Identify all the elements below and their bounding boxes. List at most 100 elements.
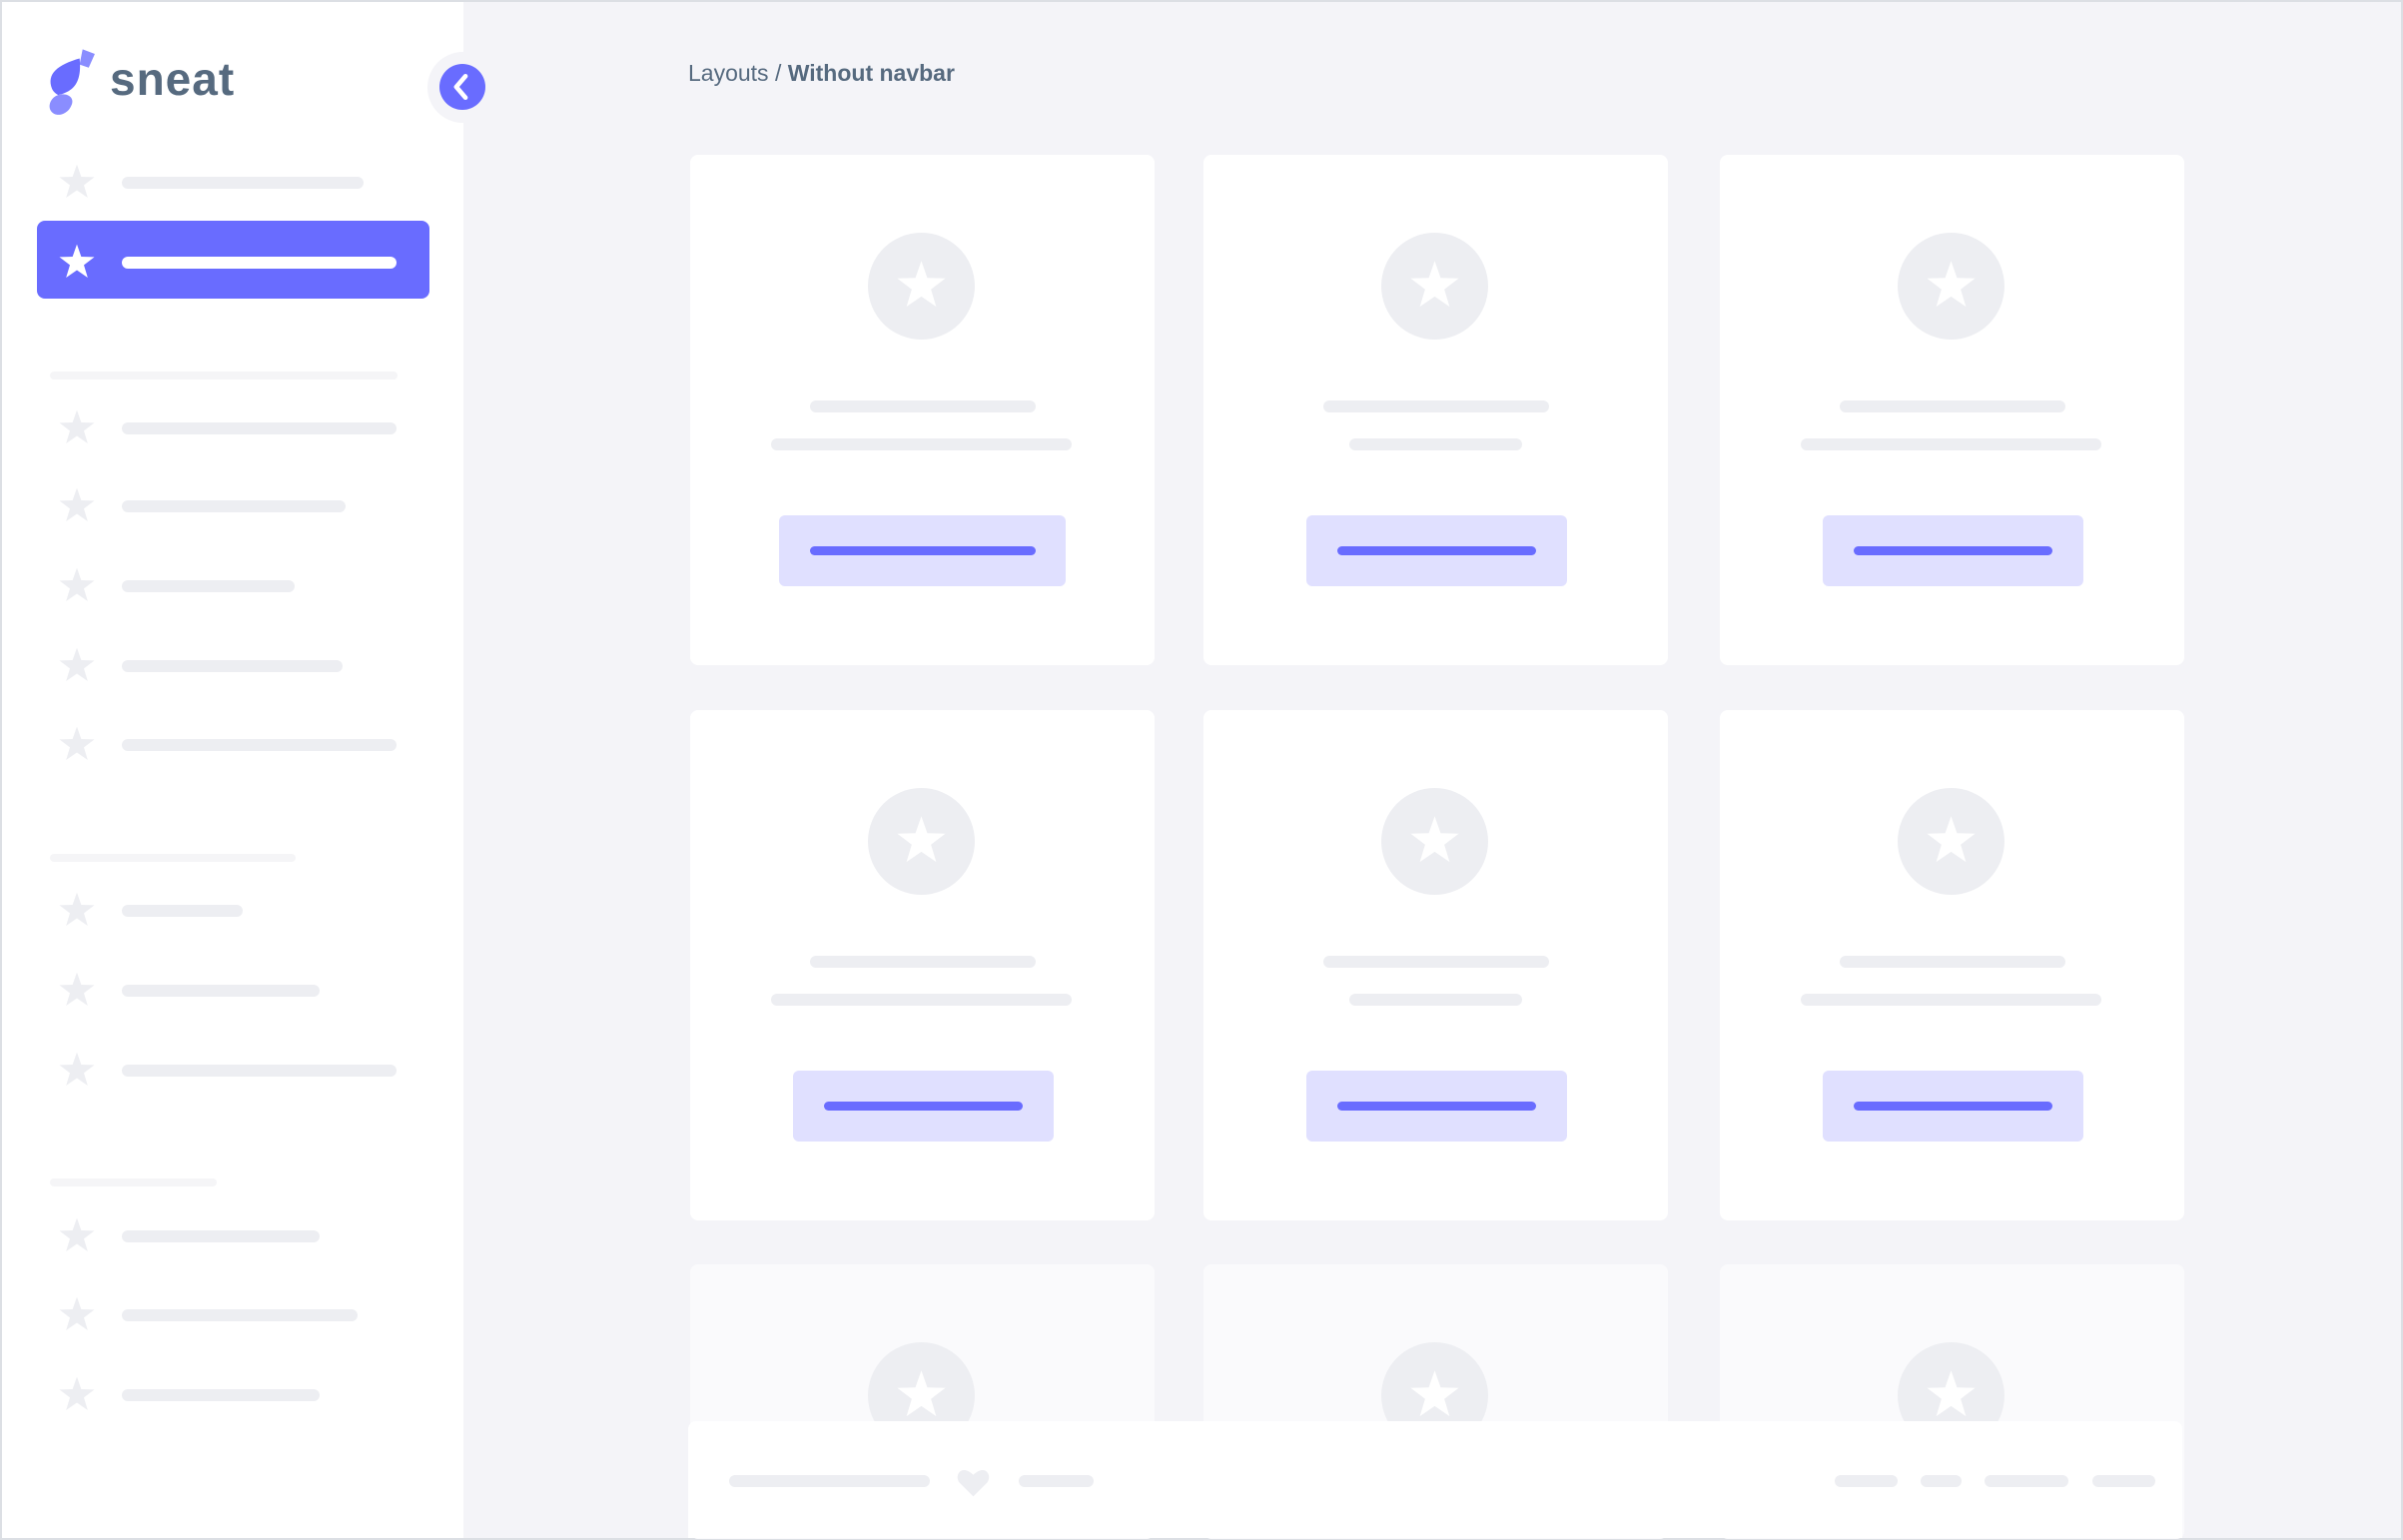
sidebar-item[interactable] bbox=[2, 1040, 461, 1101]
star-icon bbox=[57, 486, 97, 526]
star-icon bbox=[57, 725, 97, 765]
sidebar-item-label bbox=[122, 739, 397, 751]
card-button[interactable] bbox=[779, 515, 1066, 586]
card-button-label bbox=[1337, 546, 1536, 555]
sidebar-item[interactable] bbox=[2, 1284, 461, 1345]
sidebar-item[interactable] bbox=[2, 1364, 461, 1425]
heart-icon bbox=[955, 1464, 992, 1501]
sidebar-item-label bbox=[122, 1065, 397, 1077]
card-title bbox=[1323, 400, 1549, 412]
card-title bbox=[810, 400, 1036, 412]
star-icon bbox=[1407, 814, 1462, 869]
collapse-sidebar-button[interactable] bbox=[439, 64, 485, 110]
sidebar-item-label bbox=[122, 1309, 358, 1321]
star-icon bbox=[894, 259, 949, 314]
card bbox=[1203, 710, 1668, 1220]
card-button-label bbox=[1337, 1102, 1536, 1111]
breadcrumb-parent[interactable]: Layouts bbox=[688, 60, 769, 86]
sidebar-item-label bbox=[122, 422, 397, 434]
sidebar-item-label bbox=[122, 985, 320, 997]
star-icon bbox=[57, 1216, 97, 1256]
breadcrumb-separator: / bbox=[774, 60, 782, 86]
card-subtitle bbox=[1801, 994, 2101, 1006]
card bbox=[690, 155, 1155, 665]
sidebar-item-label bbox=[122, 1389, 320, 1401]
sidebar-item-label bbox=[122, 905, 243, 917]
sidebar-section-header bbox=[50, 854, 296, 862]
star-icon bbox=[57, 408, 97, 448]
star-icon bbox=[57, 1375, 97, 1415]
sidebar-item[interactable] bbox=[2, 714, 461, 775]
card-button-label bbox=[1854, 546, 2052, 555]
footer-author-link[interactable] bbox=[1019, 1475, 1094, 1487]
card-title bbox=[810, 956, 1036, 968]
card-subtitle bbox=[1349, 994, 1522, 1006]
footer-link[interactable] bbox=[1985, 1475, 2068, 1487]
card bbox=[690, 710, 1155, 1220]
sidebar-item-label bbox=[122, 500, 346, 512]
star-icon bbox=[57, 566, 97, 606]
card-avatar bbox=[1381, 233, 1488, 340]
card-avatar bbox=[1898, 233, 2004, 340]
sidebar-item[interactable] bbox=[2, 232, 461, 293]
card-avatar bbox=[1898, 788, 2004, 895]
sidebar-item[interactable] bbox=[2, 880, 461, 941]
sidebar-section-header bbox=[50, 372, 398, 380]
card-subtitle bbox=[1349, 438, 1522, 450]
sidebar: sneat bbox=[2, 2, 463, 1538]
star-icon bbox=[894, 814, 949, 869]
sidebar-item-label bbox=[122, 1230, 320, 1242]
sidebar-item[interactable] bbox=[2, 960, 461, 1021]
star-icon bbox=[1924, 814, 1979, 869]
sidebar-item-label bbox=[122, 660, 343, 672]
card-button[interactable] bbox=[1306, 1071, 1567, 1142]
footer-text bbox=[729, 1475, 930, 1487]
footer-link[interactable] bbox=[1835, 1475, 1898, 1487]
star-icon bbox=[57, 1295, 97, 1335]
star-icon bbox=[57, 646, 97, 686]
star-icon bbox=[57, 1051, 97, 1091]
sidebar-item-label bbox=[122, 177, 364, 189]
card-button-label bbox=[1854, 1102, 2052, 1111]
footer-link[interactable] bbox=[1921, 1475, 1962, 1487]
card bbox=[1720, 155, 2184, 665]
star-icon bbox=[1407, 259, 1462, 314]
card-button[interactable] bbox=[793, 1071, 1054, 1142]
card-button-label bbox=[824, 1102, 1023, 1111]
sidebar-section-header bbox=[50, 1178, 217, 1186]
card-button-label bbox=[810, 546, 1036, 555]
breadcrumb: Layouts / Without navbar bbox=[688, 60, 955, 87]
card-button[interactable] bbox=[1823, 515, 2083, 586]
card-avatar bbox=[868, 233, 975, 340]
sidebar-item[interactable] bbox=[2, 555, 461, 616]
sneat-logo-icon bbox=[43, 46, 98, 120]
chevron-left-icon bbox=[453, 73, 468, 101]
card-subtitle bbox=[1801, 438, 2101, 450]
sidebar-item[interactable] bbox=[2, 1205, 461, 1266]
card bbox=[1720, 710, 2184, 1220]
footer-link[interactable] bbox=[2092, 1475, 2155, 1487]
sidebar-item[interactable] bbox=[2, 475, 461, 536]
star-icon bbox=[57, 163, 97, 203]
star-icon bbox=[894, 1368, 949, 1423]
sidebar-item[interactable] bbox=[2, 635, 461, 696]
sidebar-item[interactable] bbox=[2, 152, 461, 213]
breadcrumb-current: Without navbar bbox=[787, 60, 955, 86]
card-title bbox=[1840, 400, 2065, 412]
card-avatar bbox=[868, 788, 975, 895]
star-icon bbox=[57, 243, 97, 283]
sidebar-item-label bbox=[122, 580, 295, 592]
card-avatar bbox=[1381, 788, 1488, 895]
card-subtitle bbox=[771, 438, 1072, 450]
star-icon bbox=[1924, 259, 1979, 314]
card bbox=[1203, 155, 1668, 665]
star-icon bbox=[57, 891, 97, 931]
brand-name: sneat bbox=[110, 53, 236, 105]
card-button[interactable] bbox=[1306, 515, 1567, 586]
sidebar-item[interactable] bbox=[2, 397, 461, 458]
star-icon bbox=[1924, 1368, 1979, 1423]
card-button[interactable] bbox=[1823, 1071, 2083, 1142]
footer bbox=[688, 1421, 2182, 1538]
star-icon bbox=[57, 971, 97, 1011]
